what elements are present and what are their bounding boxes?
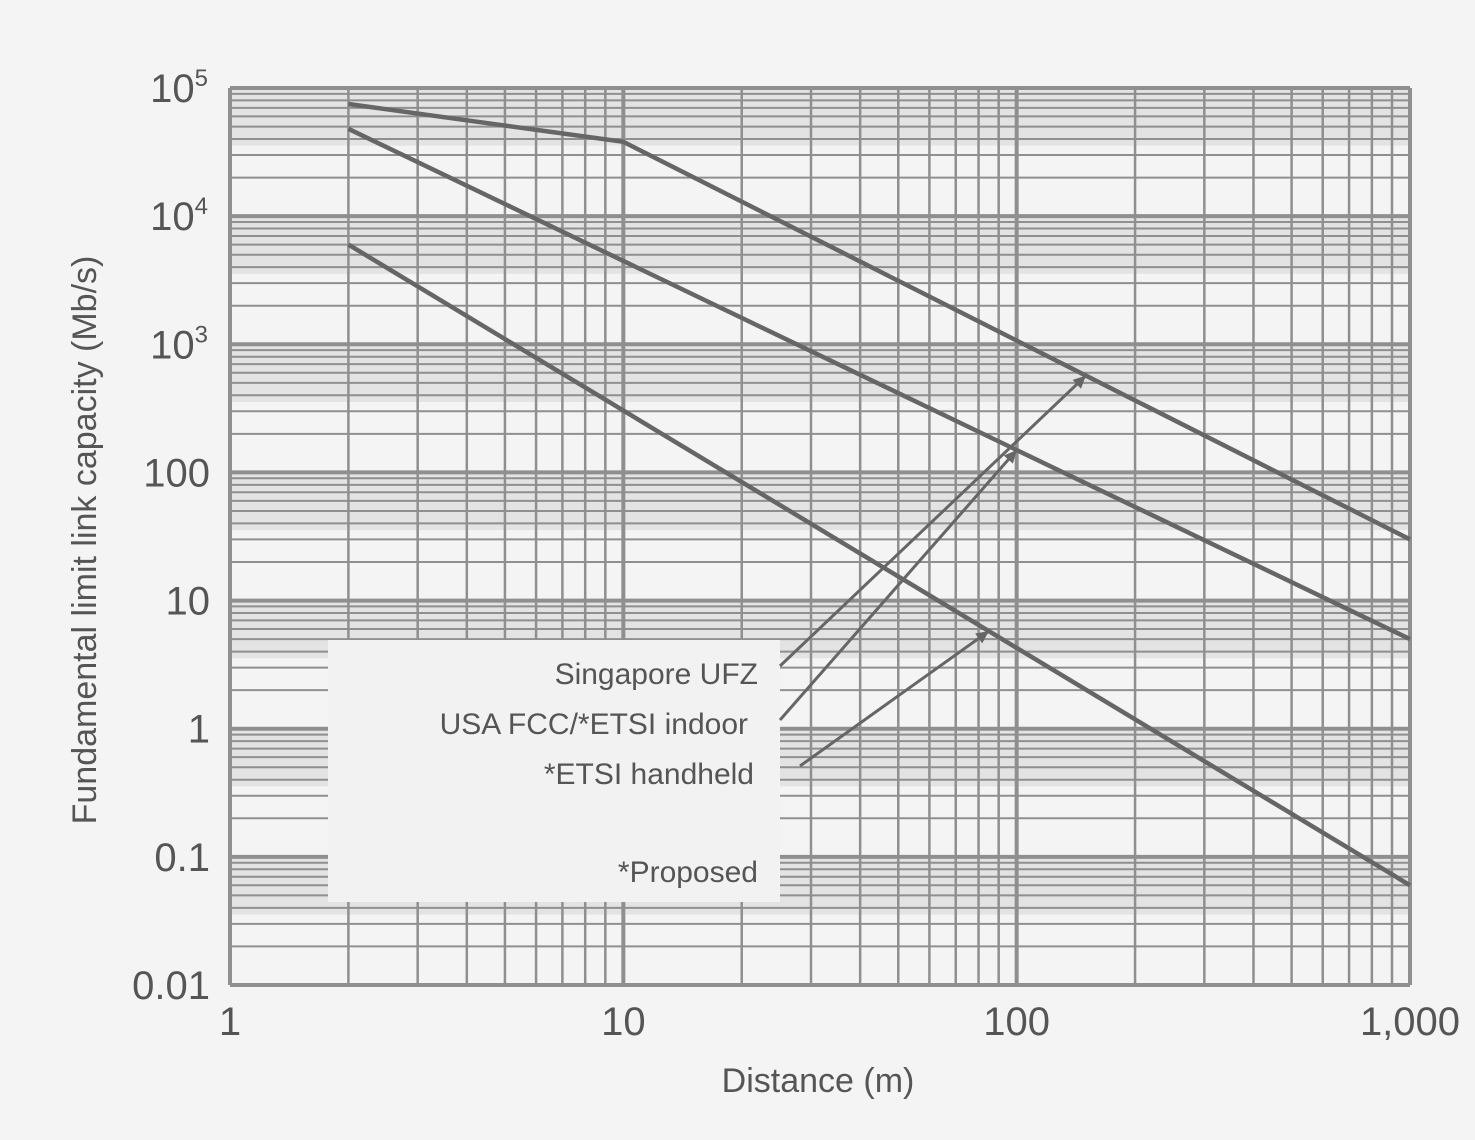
y-axis-label: Fundamental limit link capacity (Mb/s) bbox=[66, 256, 104, 825]
legend-leader-arrow-1 bbox=[1003, 450, 1017, 464]
y-tick-label: 100 bbox=[143, 451, 210, 495]
y-tick-label: 105 bbox=[150, 65, 208, 111]
x-tick-label: 100 bbox=[983, 1000, 1050, 1044]
tick-labels: 1 10 100 1,000 0.01 0.1 1 10 100 103 104 105 bbox=[132, 65, 1460, 1044]
legend-leader-2 bbox=[799, 629, 990, 768]
legend-leader-0 bbox=[778, 374, 1087, 668]
series-line-1 bbox=[347, 126, 1411, 642]
y-tick-label: 1 bbox=[188, 708, 210, 752]
x-tick-label: 10 bbox=[601, 1000, 646, 1044]
legend-leader-arrow-2 bbox=[975, 631, 989, 644]
series-lines bbox=[347, 101, 1412, 888]
legend-label-usa-fcc: USA FCC/*ETSI indoor bbox=[440, 708, 748, 741]
series-line-2 bbox=[347, 242, 1412, 888]
legend-leader-1 bbox=[778, 449, 1018, 721]
y-tick-label: 104 bbox=[150, 193, 208, 239]
legend-box bbox=[328, 640, 780, 902]
y-tick-label: 10 bbox=[166, 580, 211, 624]
legend-label-etsi-handheld: *ETSI handheld bbox=[544, 758, 754, 791]
y-tick-label: 103 bbox=[150, 321, 208, 367]
legend-leaders bbox=[778, 374, 1087, 768]
note-label: *Proposed bbox=[618, 856, 758, 889]
x-tick-label: 1 bbox=[219, 1000, 241, 1044]
x-axis-label: Distance (m) bbox=[722, 1062, 915, 1100]
legend-label-singapore: Singapore UFZ bbox=[555, 658, 758, 691]
y-tick-label: 0.1 bbox=[154, 836, 210, 880]
y-tick-label: 0.01 bbox=[132, 964, 210, 1008]
legend-leader-arrow-0 bbox=[1072, 375, 1086, 389]
series-line-0 bbox=[348, 101, 1412, 542]
x-tick-label: 1,000 bbox=[1360, 1000, 1460, 1044]
